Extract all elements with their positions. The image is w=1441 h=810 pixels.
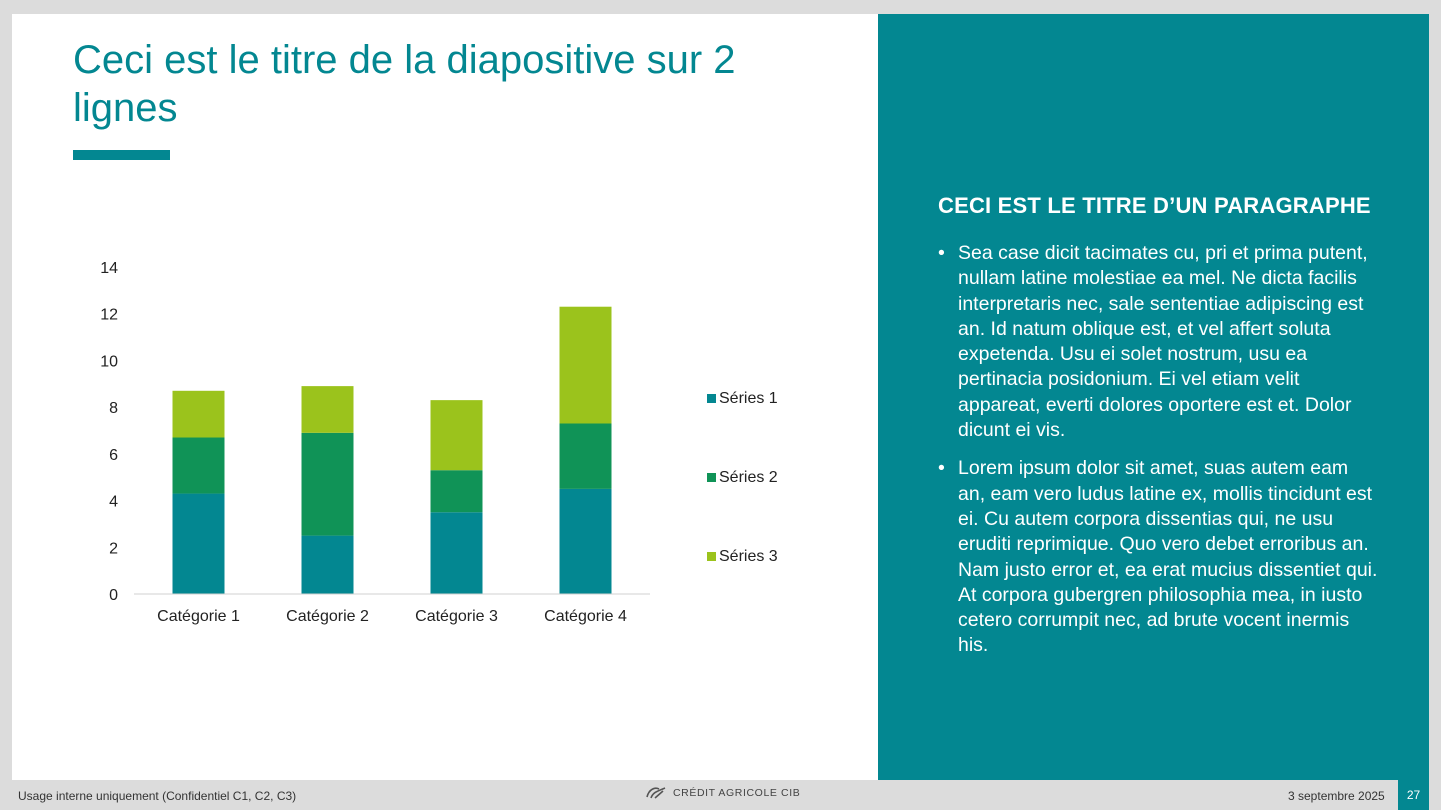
bar-segment — [430, 400, 483, 471]
x-tick-label: Catégorie 1 — [157, 608, 240, 625]
y-tick-label: 14 — [100, 260, 118, 277]
y-tick-label: 10 — [100, 353, 118, 370]
x-tick-label: Catégorie 2 — [286, 608, 369, 625]
page-number: 27 — [1398, 780, 1429, 810]
y-tick-label: 0 — [109, 587, 118, 604]
bar-segment — [559, 306, 612, 424]
bar-segment — [430, 470, 483, 513]
slide-title: Ceci est le titre de la diapositive sur … — [73, 38, 736, 130]
legend-label: Séries 1 — [719, 390, 778, 407]
x-tick-label: Catégorie 3 — [415, 608, 498, 625]
bar-segment — [301, 432, 354, 536]
bullet-item: Sea case dicit tacimates cu, pri et prim… — [938, 241, 1378, 443]
legend-swatch — [707, 552, 716, 561]
stacked-bar-chart: 0 2 4 6 8 10 12 14 Catégorie 1 Catégorie 2 Catégor… — [100, 260, 778, 625]
legend-label: Séries 2 — [719, 469, 778, 486]
footer-brand-name: CRÉDIT AGRICOLE CIB — [673, 787, 801, 799]
legend-swatch — [707, 473, 716, 482]
bar-segment — [430, 512, 483, 594]
bar-segment — [172, 390, 225, 438]
y-tick-label: 12 — [100, 307, 118, 324]
y-tick-label: 6 — [109, 447, 118, 464]
footer-date: 3 septembre 2025 — [1288, 789, 1385, 803]
title-accent-bar — [73, 150, 170, 160]
bar-segment — [559, 423, 612, 489]
bar-segment — [172, 437, 225, 494]
legend-swatch — [707, 394, 716, 403]
legend-label: Séries 3 — [719, 548, 778, 565]
footer-brand-logo: CRÉDIT AGRICOLE CIB — [645, 786, 800, 800]
bar-segment — [301, 535, 354, 594]
bar-segment — [301, 386, 354, 433]
paragraph-title: CECI EST LE TITRE D’UN PARAGRAPHE — [938, 193, 1371, 218]
paragraph-panel: CECI EST LE TITRE D’UN PARAGRAPHE Sea ca… — [878, 14, 1429, 780]
x-tick-label: Catégorie 4 — [544, 608, 627, 625]
brand-logo-icon — [646, 787, 666, 799]
slide: Ceci est le titre de la diapositive sur … — [12, 14, 1429, 780]
y-tick-label: 2 — [109, 540, 118, 557]
bullet-item: Lorem ipsum dolor sit amet, suas autem e… — [938, 456, 1378, 658]
footer-classification: Usage interne uniquement (Confidentiel C… — [18, 789, 297, 803]
y-tick-label: 4 — [109, 494, 118, 511]
bullet-list: Sea case dicit tacimates cu, pri et prim… — [938, 241, 1378, 672]
bar-segment — [559, 488, 612, 594]
bar-segment — [172, 493, 225, 594]
y-tick-label: 8 — [109, 400, 118, 417]
